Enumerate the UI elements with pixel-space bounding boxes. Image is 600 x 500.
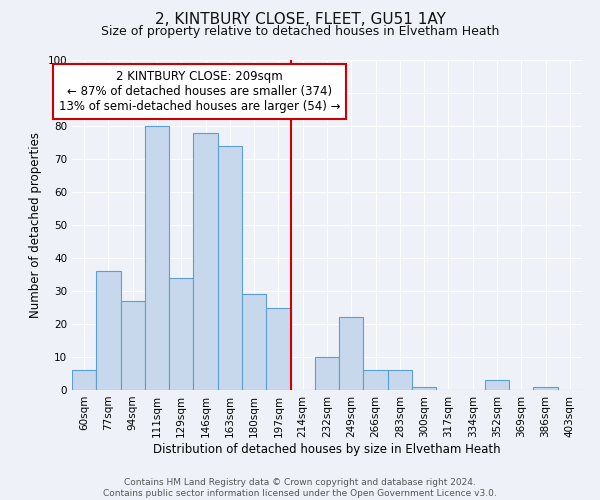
Bar [145,126,169,390]
Y-axis label: Number of detached properties: Number of detached properties [29,132,42,318]
Bar [364,370,388,390]
Bar [266,308,290,390]
Bar [72,370,96,390]
Bar [339,318,364,390]
Bar [388,370,412,390]
Bar [121,301,145,390]
Bar [218,146,242,390]
Text: Contains HM Land Registry data © Crown copyright and database right 2024.
Contai: Contains HM Land Registry data © Crown c… [103,478,497,498]
Text: 2 KINTBURY CLOSE: 209sqm
← 87% of detached houses are smaller (374)
13% of semi-: 2 KINTBURY CLOSE: 209sqm ← 87% of detach… [59,70,340,113]
Bar [412,386,436,390]
Text: 2, KINTBURY CLOSE, FLEET, GU51 1AY: 2, KINTBURY CLOSE, FLEET, GU51 1AY [155,12,445,28]
Bar [315,357,339,390]
Bar [485,380,509,390]
Bar [96,271,121,390]
X-axis label: Distribution of detached houses by size in Elvetham Heath: Distribution of detached houses by size … [153,442,501,456]
Bar [533,386,558,390]
Bar [169,278,193,390]
Bar [242,294,266,390]
Text: Size of property relative to detached houses in Elvetham Heath: Size of property relative to detached ho… [101,25,499,38]
Bar [193,132,218,390]
